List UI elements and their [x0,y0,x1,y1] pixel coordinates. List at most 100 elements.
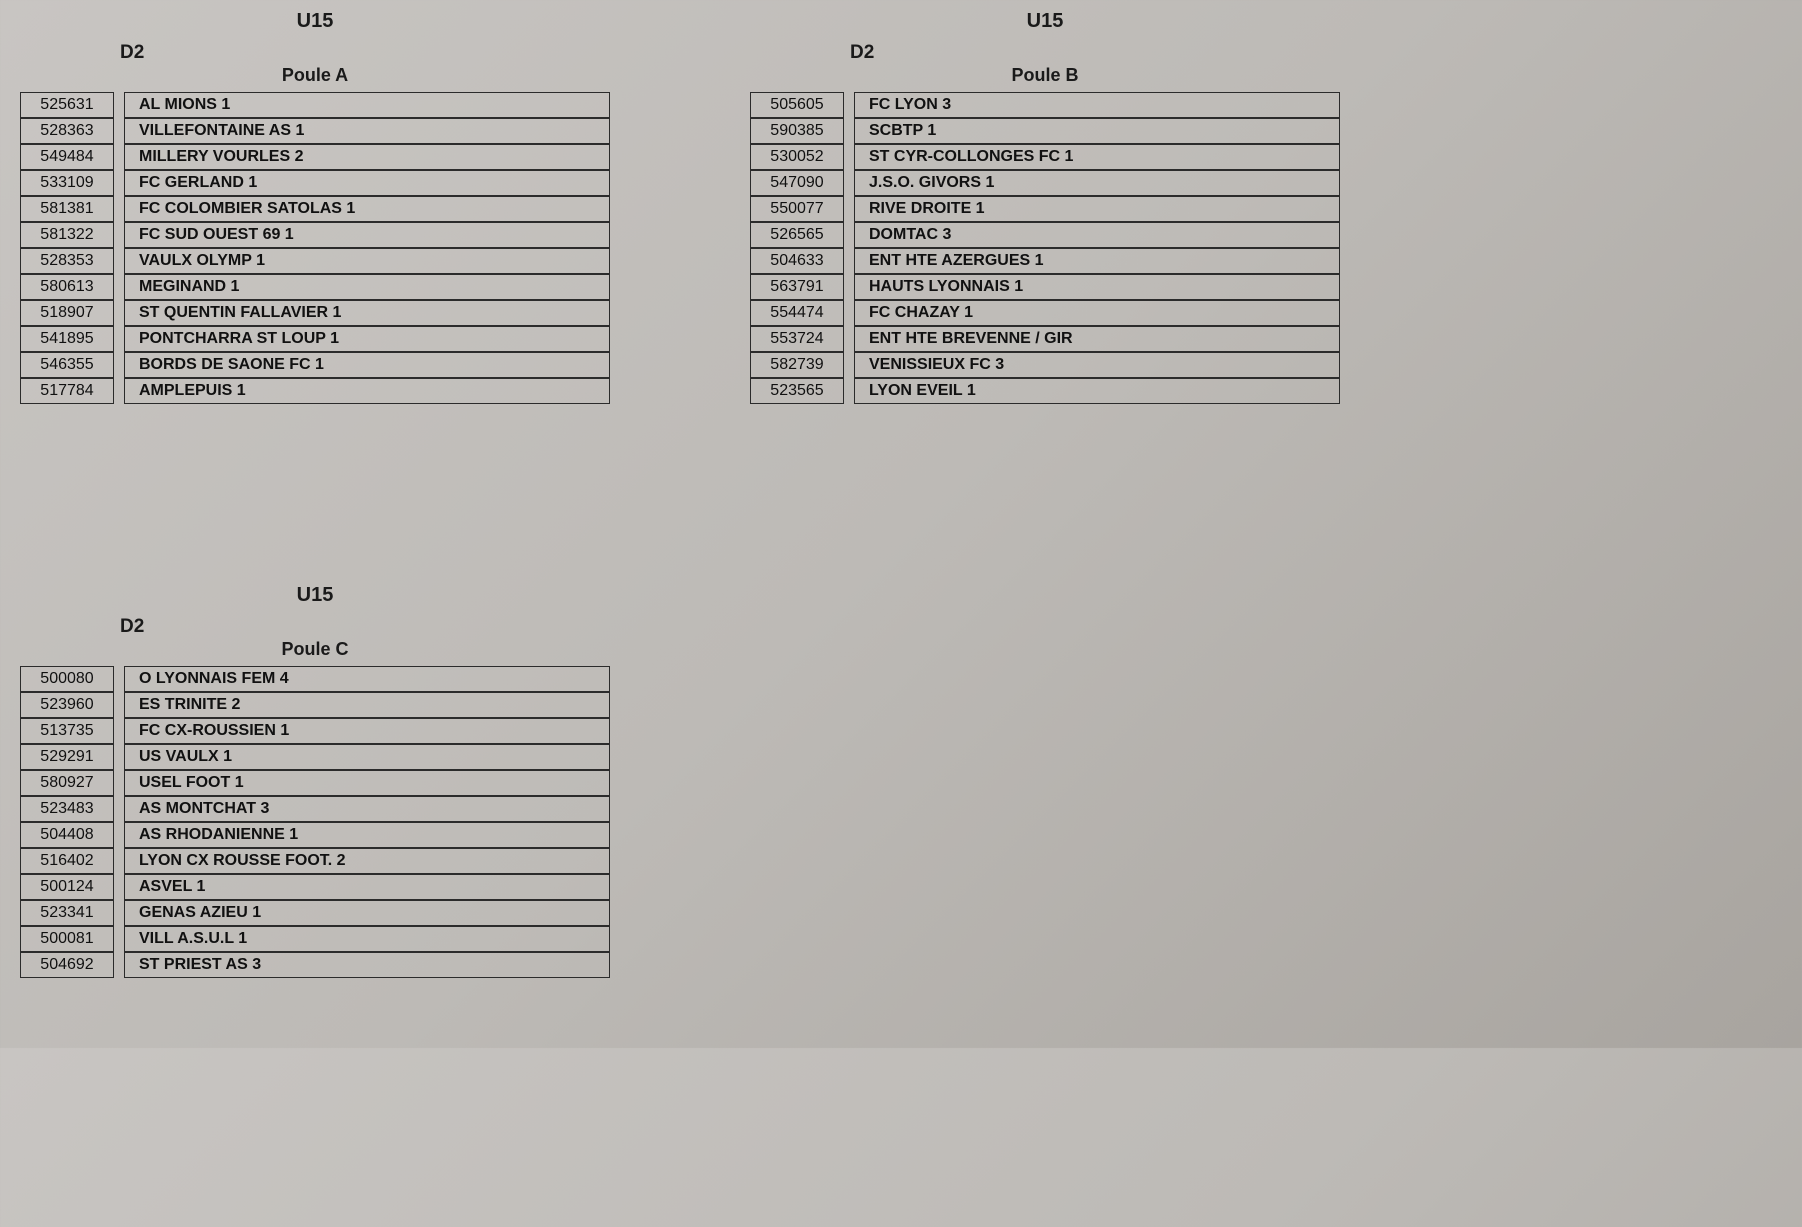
table-row: 549484 MILLERY VOURLES 2 [20,144,610,170]
table-row: 525631AL MIONS 1 [20,92,610,118]
gap-cell [114,196,124,222]
gap-cell [844,326,854,352]
team-id-cell: 547090 [750,170,844,196]
team-name-cell: AMPLEPUIS 1 [124,378,610,404]
gap-cell [114,222,124,248]
gap-cell [114,848,124,874]
team-name-cell: ENT HTE AZERGUES 1 [854,248,1340,274]
table-row: 529291US VAULX 1 [20,744,610,770]
table-row: 580613 MEGINAND 1 [20,274,610,300]
team-name-cell: FC CX-ROUSSIEN 1 [124,718,610,744]
gap-cell [844,144,854,170]
team-name-cell: PONTCHARRA ST LOUP 1 [124,326,610,352]
team-name-cell: US VAULX 1 [124,744,610,770]
table-row: 582739 VENISSIEUX FC 3 [750,352,1340,378]
table-row: 554474 FC CHAZAY 1 [750,300,1340,326]
table-row: 500081VILL A.S.U.L 1 [20,926,610,952]
gap-cell [844,378,854,404]
team-id-cell: 500081 [20,926,114,952]
team-name-cell: O LYONNAIS FEM 4 [124,666,610,692]
table-row: 523960ES TRINITE 2 [20,692,610,718]
team-name-cell: FC CHAZAY 1 [854,300,1340,326]
team-id-cell: 553724 [750,326,844,352]
team-id-cell: 504408 [20,822,114,848]
team-name-cell: FC SUD OUEST 69 1 [124,222,610,248]
team-name-cell: LYON EVEIL 1 [854,378,1340,404]
group-block: U15D2Poule B505605FC LYON 3590385SCBTP 1… [750,10,1340,404]
gap-cell [844,118,854,144]
team-id-cell: 526565 [750,222,844,248]
gap-cell [114,796,124,822]
team-id-cell: 581322 [20,222,114,248]
gap-cell [114,952,124,978]
gap-cell [114,144,124,170]
team-id-cell: 525631 [20,92,114,118]
team-name-cell: MILLERY VOURLES 2 [124,144,610,170]
team-name-cell: FC COLOMBIER SATOLAS 1 [124,196,610,222]
gap-cell [114,274,124,300]
team-id-cell: 517784 [20,378,114,404]
table-row: 500080O LYONNAIS FEM 4 [20,666,610,692]
team-name-cell: FC LYON 3 [854,92,1340,118]
gap-cell [114,378,124,404]
team-name-cell: ENT HTE BREVENNE / GIR [854,326,1340,352]
team-name-cell: VAULX OLYMP 1 [124,248,610,274]
gap-cell [844,248,854,274]
gap-cell [114,300,124,326]
team-name-cell: USEL FOOT 1 [124,770,610,796]
gap-cell [844,196,854,222]
table-row: 580927 USEL FOOT 1 [20,770,610,796]
team-id-cell: 504633 [750,248,844,274]
table-row: 530052ST CYR-COLLONGES FC 1 [750,144,1340,170]
team-name-cell: MEGINAND 1 [124,274,610,300]
gap-cell [114,326,124,352]
team-name-cell: VENISSIEUX FC 3 [854,352,1340,378]
teams-table: 505605FC LYON 3590385SCBTP 1530052ST CYR… [750,92,1340,404]
table-row: 504692 ST PRIEST AS 3 [20,952,610,978]
team-id-cell: 549484 [20,144,114,170]
table-row: 504408AS RHODANIENNE 1 [20,822,610,848]
team-id-cell: 581381 [20,196,114,222]
team-id-cell: 528363 [20,118,114,144]
group-header: U15D2Poule B [750,10,1340,80]
team-name-cell: ST PRIEST AS 3 [124,952,610,978]
table-row: 528363 VILLEFONTAINE AS 1 [20,118,610,144]
team-id-cell: 530052 [750,144,844,170]
team-name-cell: VILLEFONTAINE AS 1 [124,118,610,144]
team-id-cell: 541895 [20,326,114,352]
table-row: 500124ASVEL 1 [20,874,610,900]
group-header: U15D2Poule A [20,10,610,80]
gap-cell [844,274,854,300]
division-label: D2 [850,42,874,64]
poule-label: Poule C [281,639,348,660]
team-id-cell: 516402 [20,848,114,874]
team-id-cell: 554474 [750,300,844,326]
team-id-cell: 580613 [20,274,114,300]
team-id-cell: 505605 [750,92,844,118]
gap-cell [114,822,124,848]
table-row: 553724 ENT HTE BREVENNE / GIR [750,326,1340,352]
poule-label: Poule B [1011,65,1078,86]
gap-cell [844,170,854,196]
division-label: D2 [120,616,144,638]
teams-table: 525631AL MIONS 1528363 VILLEFONTAINE AS 1… [20,92,610,404]
table-row: 528353VAULX OLYMP 1 [20,248,610,274]
table-row: 504633 ENT HTE AZERGUES 1 [750,248,1340,274]
team-id-cell: 580927 [20,770,114,796]
team-name-cell: ASVEL 1 [124,874,610,900]
team-id-cell: 582739 [750,352,844,378]
gap-cell [114,118,124,144]
gap-cell [114,744,124,770]
gap-cell [844,92,854,118]
team-id-cell: 504692 [20,952,114,978]
gap-cell [114,248,124,274]
gap-cell [114,692,124,718]
gap-cell [844,300,854,326]
table-row: 563791HAUTS LYONNAIS 1 [750,274,1340,300]
age-label: U15 [297,584,334,607]
group-header: U15D2Poule C [20,584,610,654]
table-row: 526565DOMTAC 3 [750,222,1340,248]
table-row: 505605 FC LYON 3 [750,92,1340,118]
gap-cell [114,874,124,900]
table-row: 581381 FC COLOMBIER SATOLAS 1 [20,196,610,222]
